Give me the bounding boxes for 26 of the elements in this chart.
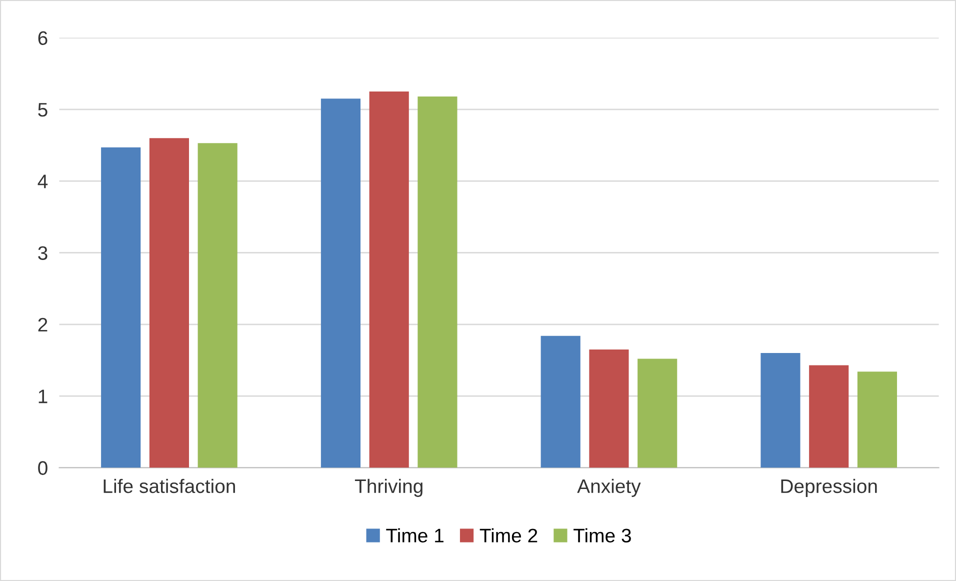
bar bbox=[198, 143, 238, 468]
y-tick-label: 0 bbox=[38, 461, 48, 475]
bar bbox=[320, 98, 361, 468]
y-tick-label: 2 bbox=[38, 318, 48, 332]
legend-label: Time 2 bbox=[480, 528, 538, 542]
bar bbox=[760, 353, 800, 468]
bar bbox=[418, 96, 458, 468]
y-tick-label: 4 bbox=[38, 174, 48, 188]
bar bbox=[101, 147, 141, 468]
y-tick-label: 3 bbox=[38, 246, 48, 260]
bar bbox=[369, 92, 409, 468]
bar bbox=[857, 372, 898, 468]
y-tick-label: 6 bbox=[38, 31, 48, 45]
x-tick-label: Thriving bbox=[354, 478, 422, 497]
x-tick-label: Life satisfaction bbox=[104, 478, 235, 494]
legend-label: Time 1 bbox=[386, 528, 444, 542]
bar bbox=[589, 349, 629, 468]
y-tick-label: 5 bbox=[38, 103, 48, 117]
bar bbox=[638, 358, 678, 468]
bar bbox=[809, 365, 849, 468]
x-tick-label: Depression bbox=[781, 478, 877, 497]
bar bbox=[540, 336, 580, 468]
x-tick-label: Anxiety bbox=[577, 478, 641, 497]
y-tick-label: 1 bbox=[38, 390, 48, 404]
bar bbox=[149, 138, 189, 468]
legend-label: Time 3 bbox=[574, 528, 631, 542]
